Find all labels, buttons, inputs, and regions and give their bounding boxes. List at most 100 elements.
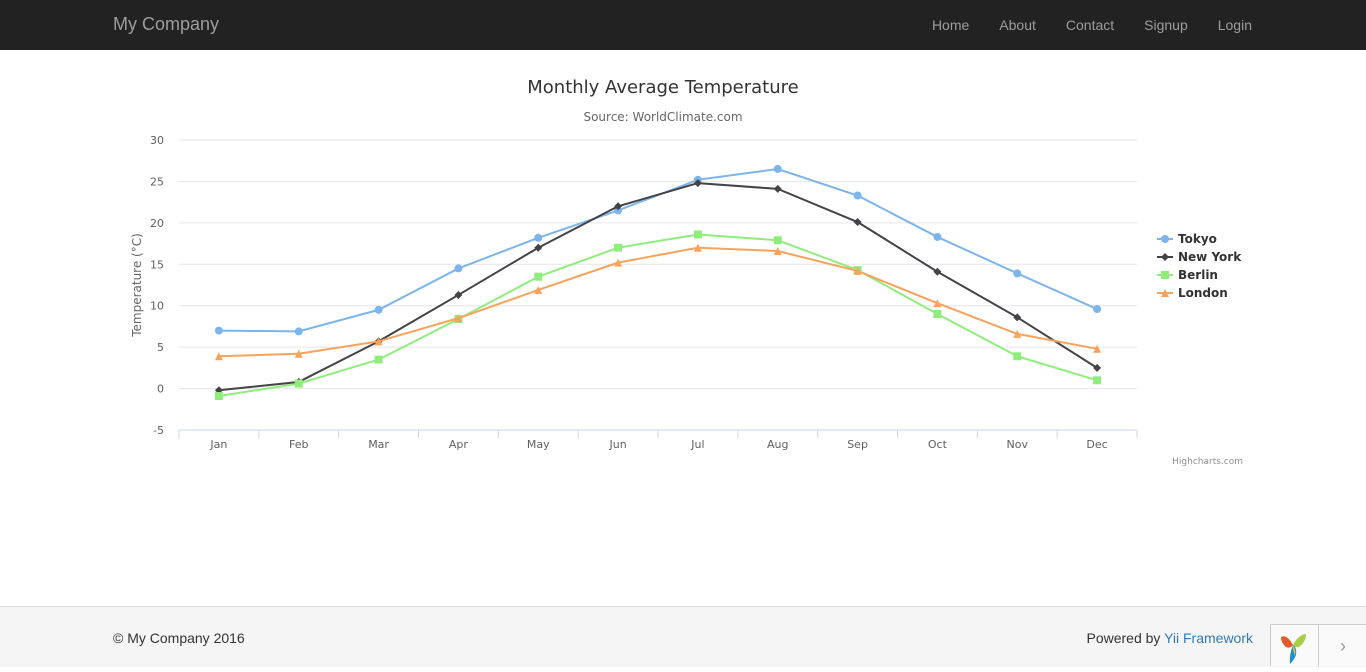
data-point [773, 165, 782, 173]
series-lines [214, 165, 1102, 401]
series-line [217, 246, 1099, 358]
legend-item-london[interactable]: London [1157, 286, 1228, 300]
nav-menu: Home About Contact Signup Login [917, 0, 1267, 50]
x-tick-label: Apr [449, 438, 469, 451]
series-new-york [214, 179, 1102, 395]
nav-signup[interactable]: Signup [1144, 17, 1188, 33]
data-point [294, 379, 303, 388]
data-point [693, 230, 702, 239]
data-point [693, 243, 702, 252]
legend-item-new-york[interactable]: New York [1157, 250, 1242, 264]
y-tick-label: 20 [150, 217, 164, 230]
data-point [1013, 269, 1022, 278]
data-point [773, 247, 782, 256]
series-line [217, 233, 1099, 398]
data-point [933, 267, 942, 276]
powered-prefix: Powered by [1086, 630, 1165, 646]
data-point [214, 326, 223, 335]
powered-by: Powered by Yii Framework [1086, 630, 1253, 646]
y-tick-label: 0 [157, 383, 164, 396]
x-tick-label: Dec [1086, 438, 1107, 451]
debug-toolbar: › [1270, 624, 1366, 667]
chart-title: Monthly Average Temperature [527, 77, 798, 98]
axes: -5 0 5 10 15 20 25 30 Jan Feb Mar Apr May Jun Jul Aug Se… [150, 134, 1138, 451]
x-tick-label: Oct [928, 438, 948, 451]
data-point [374, 305, 383, 314]
legend-symbol [1161, 271, 1169, 279]
x-tick-label: May [527, 438, 550, 451]
x-tick-label: Feb [289, 438, 308, 451]
brand-link[interactable]: My Company [113, 14, 220, 34]
legend-label: Tokyo [1178, 232, 1217, 246]
data-point [374, 355, 383, 364]
data-point [614, 243, 623, 252]
series-line [217, 168, 1099, 333]
data-point [294, 327, 303, 336]
chart-subtitle: Source: WorldClimate.com [583, 110, 742, 124]
data-point [534, 233, 543, 242]
series-london [214, 243, 1102, 361]
x-tick-label: Nov [1007, 438, 1029, 451]
data-point [614, 202, 623, 211]
legend-item-tokyo[interactable]: Tokyo [1157, 232, 1217, 246]
legend-label: New York [1178, 250, 1242, 264]
data-point [1093, 305, 1102, 314]
yii-framework-link[interactable]: Yii Framework [1164, 630, 1253, 646]
y-tick-label: 30 [150, 134, 164, 147]
data-point [1093, 344, 1102, 353]
nav-contact[interactable]: Contact [1065, 17, 1115, 33]
data-point [294, 349, 303, 358]
legend-label: London [1178, 286, 1228, 300]
data-point [1013, 352, 1022, 361]
data-point [933, 232, 942, 241]
x-tick-label: Jan [209, 438, 227, 451]
legend: Tokyo New York Berlin London [1157, 232, 1242, 300]
nav-about[interactable]: About [999, 17, 1036, 33]
credits-link[interactable]: Highcharts.com [1172, 457, 1243, 467]
grid-lines [179, 139, 1137, 390]
legend-symbol [1161, 235, 1169, 243]
data-point [1013, 329, 1022, 338]
data-point [773, 184, 782, 193]
data-point [853, 191, 862, 200]
x-tick-label: Jul [690, 438, 704, 451]
data-point [454, 314, 463, 323]
y-tick-label: 15 [150, 258, 164, 271]
data-point [534, 243, 543, 252]
data-point [933, 310, 942, 318]
y-tick-label: -5 [153, 424, 164, 437]
data-point [534, 272, 543, 281]
chart-container: -5 0 5 10 15 20 25 30 Jan Feb Mar Apr May Jun Jul Aug Se… [0, 62, 1366, 482]
x-tick-label: Sep [847, 438, 868, 451]
copyright-text: © My Company 2016 [113, 630, 245, 646]
x-tick-label: Aug [767, 438, 788, 451]
yii-logo-icon[interactable] [1271, 625, 1319, 667]
data-point [214, 352, 223, 361]
y-axis-title: Temperature (°C) [130, 233, 144, 338]
chevron-right-icon[interactable]: › [1340, 635, 1346, 656]
data-point [1093, 376, 1102, 385]
y-tick-label: 25 [150, 175, 164, 188]
y-tick-label: 5 [157, 341, 164, 354]
data-point [534, 285, 543, 294]
data-point [853, 218, 862, 227]
legend-item-berlin[interactable]: Berlin [1157, 268, 1218, 282]
data-point [933, 299, 942, 308]
data-point [773, 236, 782, 245]
legend-label: Berlin [1178, 268, 1218, 282]
nav-login[interactable]: Login [1217, 17, 1252, 33]
x-tick-label: Mar [368, 438, 389, 451]
navbar: My Company Home About Contact Signup Log… [0, 0, 1366, 50]
data-point [454, 264, 463, 273]
data-point [1013, 313, 1022, 322]
legend-symbol [1161, 253, 1169, 261]
data-point [693, 179, 702, 188]
data-point [454, 290, 463, 299]
data-point [1093, 363, 1102, 372]
y-tick-label: 10 [150, 300, 164, 313]
x-tick-label: Jun [608, 438, 626, 451]
legend-symbol [1161, 289, 1169, 297]
data-point [853, 266, 862, 275]
line-chart: -5 0 5 10 15 20 25 30 Jan Feb Mar Apr May Jun Jul Aug Se… [130, 77, 1243, 467]
nav-home[interactable]: Home [931, 17, 970, 33]
